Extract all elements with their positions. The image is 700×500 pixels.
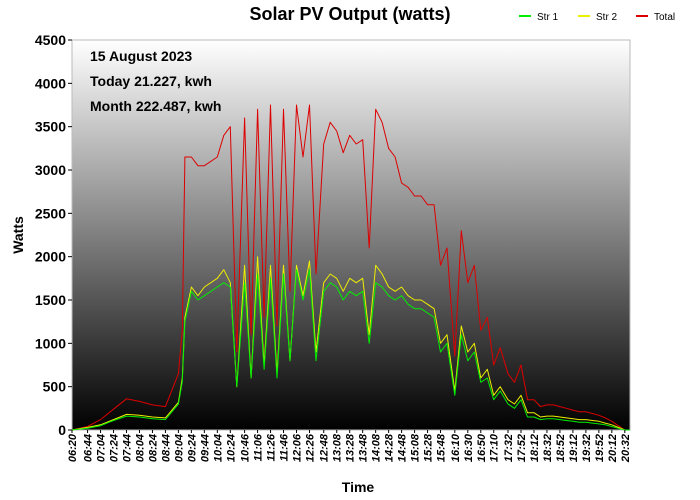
x-tick-label: 15:08 [410,433,422,462]
y-tick-label: 4500 [35,32,66,48]
x-tick-label: 10:04 [212,434,224,462]
x-axis-label: Time [342,479,375,495]
y-tick-label: 0 [58,422,66,438]
x-tick-label: 16:10 [450,433,462,462]
legend-label-str1: Str 1 [537,12,559,23]
x-tick-label: 17:10 [489,433,501,462]
x-tick-label: 12:06 [291,433,303,462]
y-tick-label: 2000 [35,249,66,265]
x-tick-label: 18:32 [542,434,554,462]
y-tick-label: 2500 [35,205,66,221]
y-tick-label: 1000 [35,335,66,351]
plot-area [71,39,631,431]
y-tick-label: 4000 [35,75,66,91]
series-line-str1 [71,269,630,431]
x-tick-label: 19:12 [568,434,580,462]
x-tick-label: 08:24 [147,434,159,462]
x-tick-label: 17:52 [516,434,528,462]
x-tick-label: 09:04 [173,434,185,462]
x-tick-label: 13:08 [332,433,344,462]
legend-label-str2: Str 2 [596,12,618,23]
x-tick-label: 14:08 [371,433,383,462]
x-tick-label: 14:28 [384,433,396,462]
x-tick-label: 08:44 [160,434,172,462]
x-tick-label: 20:12 [607,434,619,463]
annotations: 15 August 2023 Today 21.227, kwh Month 2… [90,48,221,114]
series-layer [71,104,630,431]
x-tick-label: 11:26 [266,433,278,461]
x-tick-label: 14:48 [397,433,409,462]
x-tick-label: 13:48 [358,433,370,462]
x-tick-label: 06:20 [67,433,79,462]
x-tick-label: 11:46 [279,433,291,461]
x-tick-label: 18:52 [555,434,567,462]
y-tick-label: 3500 [35,119,66,135]
annotation-today: Today 21.227, kwh [90,73,212,89]
x-tick-label: 10:24 [225,434,237,462]
x-tick-label: 19:52 [594,434,606,462]
x-axis: 06:20 06:44 07:04 07:24 07:44 08:04 08:24 08:44… [67,430,632,463]
x-tick-label: 07:44 [122,434,134,462]
x-tick-label: 19:32 [581,434,593,462]
x-tick-label: 15:48 [436,433,448,462]
y-axis-label: Watts [10,216,26,254]
y-tick-label: 3000 [35,162,66,178]
y-tick-label: 1500 [35,292,66,308]
y-tick-label: 500 [43,379,67,395]
x-tick-label: 17:32 [503,434,515,462]
chart-title: Solar PV Output (watts) [249,4,450,24]
x-tick-label: 11:06 [253,433,265,461]
x-tick-label: 15:28 [423,433,435,462]
x-tick-label: 10:46 [240,433,252,462]
annotation-month: Month 222.487, kwh [90,98,221,114]
legend-label-total: Total [654,12,675,23]
series-line-total [71,104,630,431]
x-tick-label: 07:24 [109,434,121,462]
x-tick-label: 12:26 [304,433,316,462]
x-tick-label: 13:28 [345,433,357,462]
x-tick-label: 12:48 [319,433,331,462]
x-tick-label: 09:24 [186,434,198,462]
annotation-date: 15 August 2023 [90,48,192,64]
x-tick-label: 07:04 [96,434,108,462]
x-tick-label: 06:44 [83,434,95,462]
series-line-str2 [71,256,630,431]
y-axis: 0 500 1000 1500 2000 2500 3000 3500 4000 4500 [35,32,72,438]
x-tick-label: 16:50 [476,433,488,462]
x-tick-label: 08:04 [134,434,146,462]
legend: Str 1 Str 2 Total [519,12,675,23]
x-tick-label: 20:32 [620,434,632,463]
x-tick-label: 09:44 [199,434,211,462]
x-tick-label: 16:30 [463,433,475,462]
x-tick-label: 18:12 [529,434,541,462]
